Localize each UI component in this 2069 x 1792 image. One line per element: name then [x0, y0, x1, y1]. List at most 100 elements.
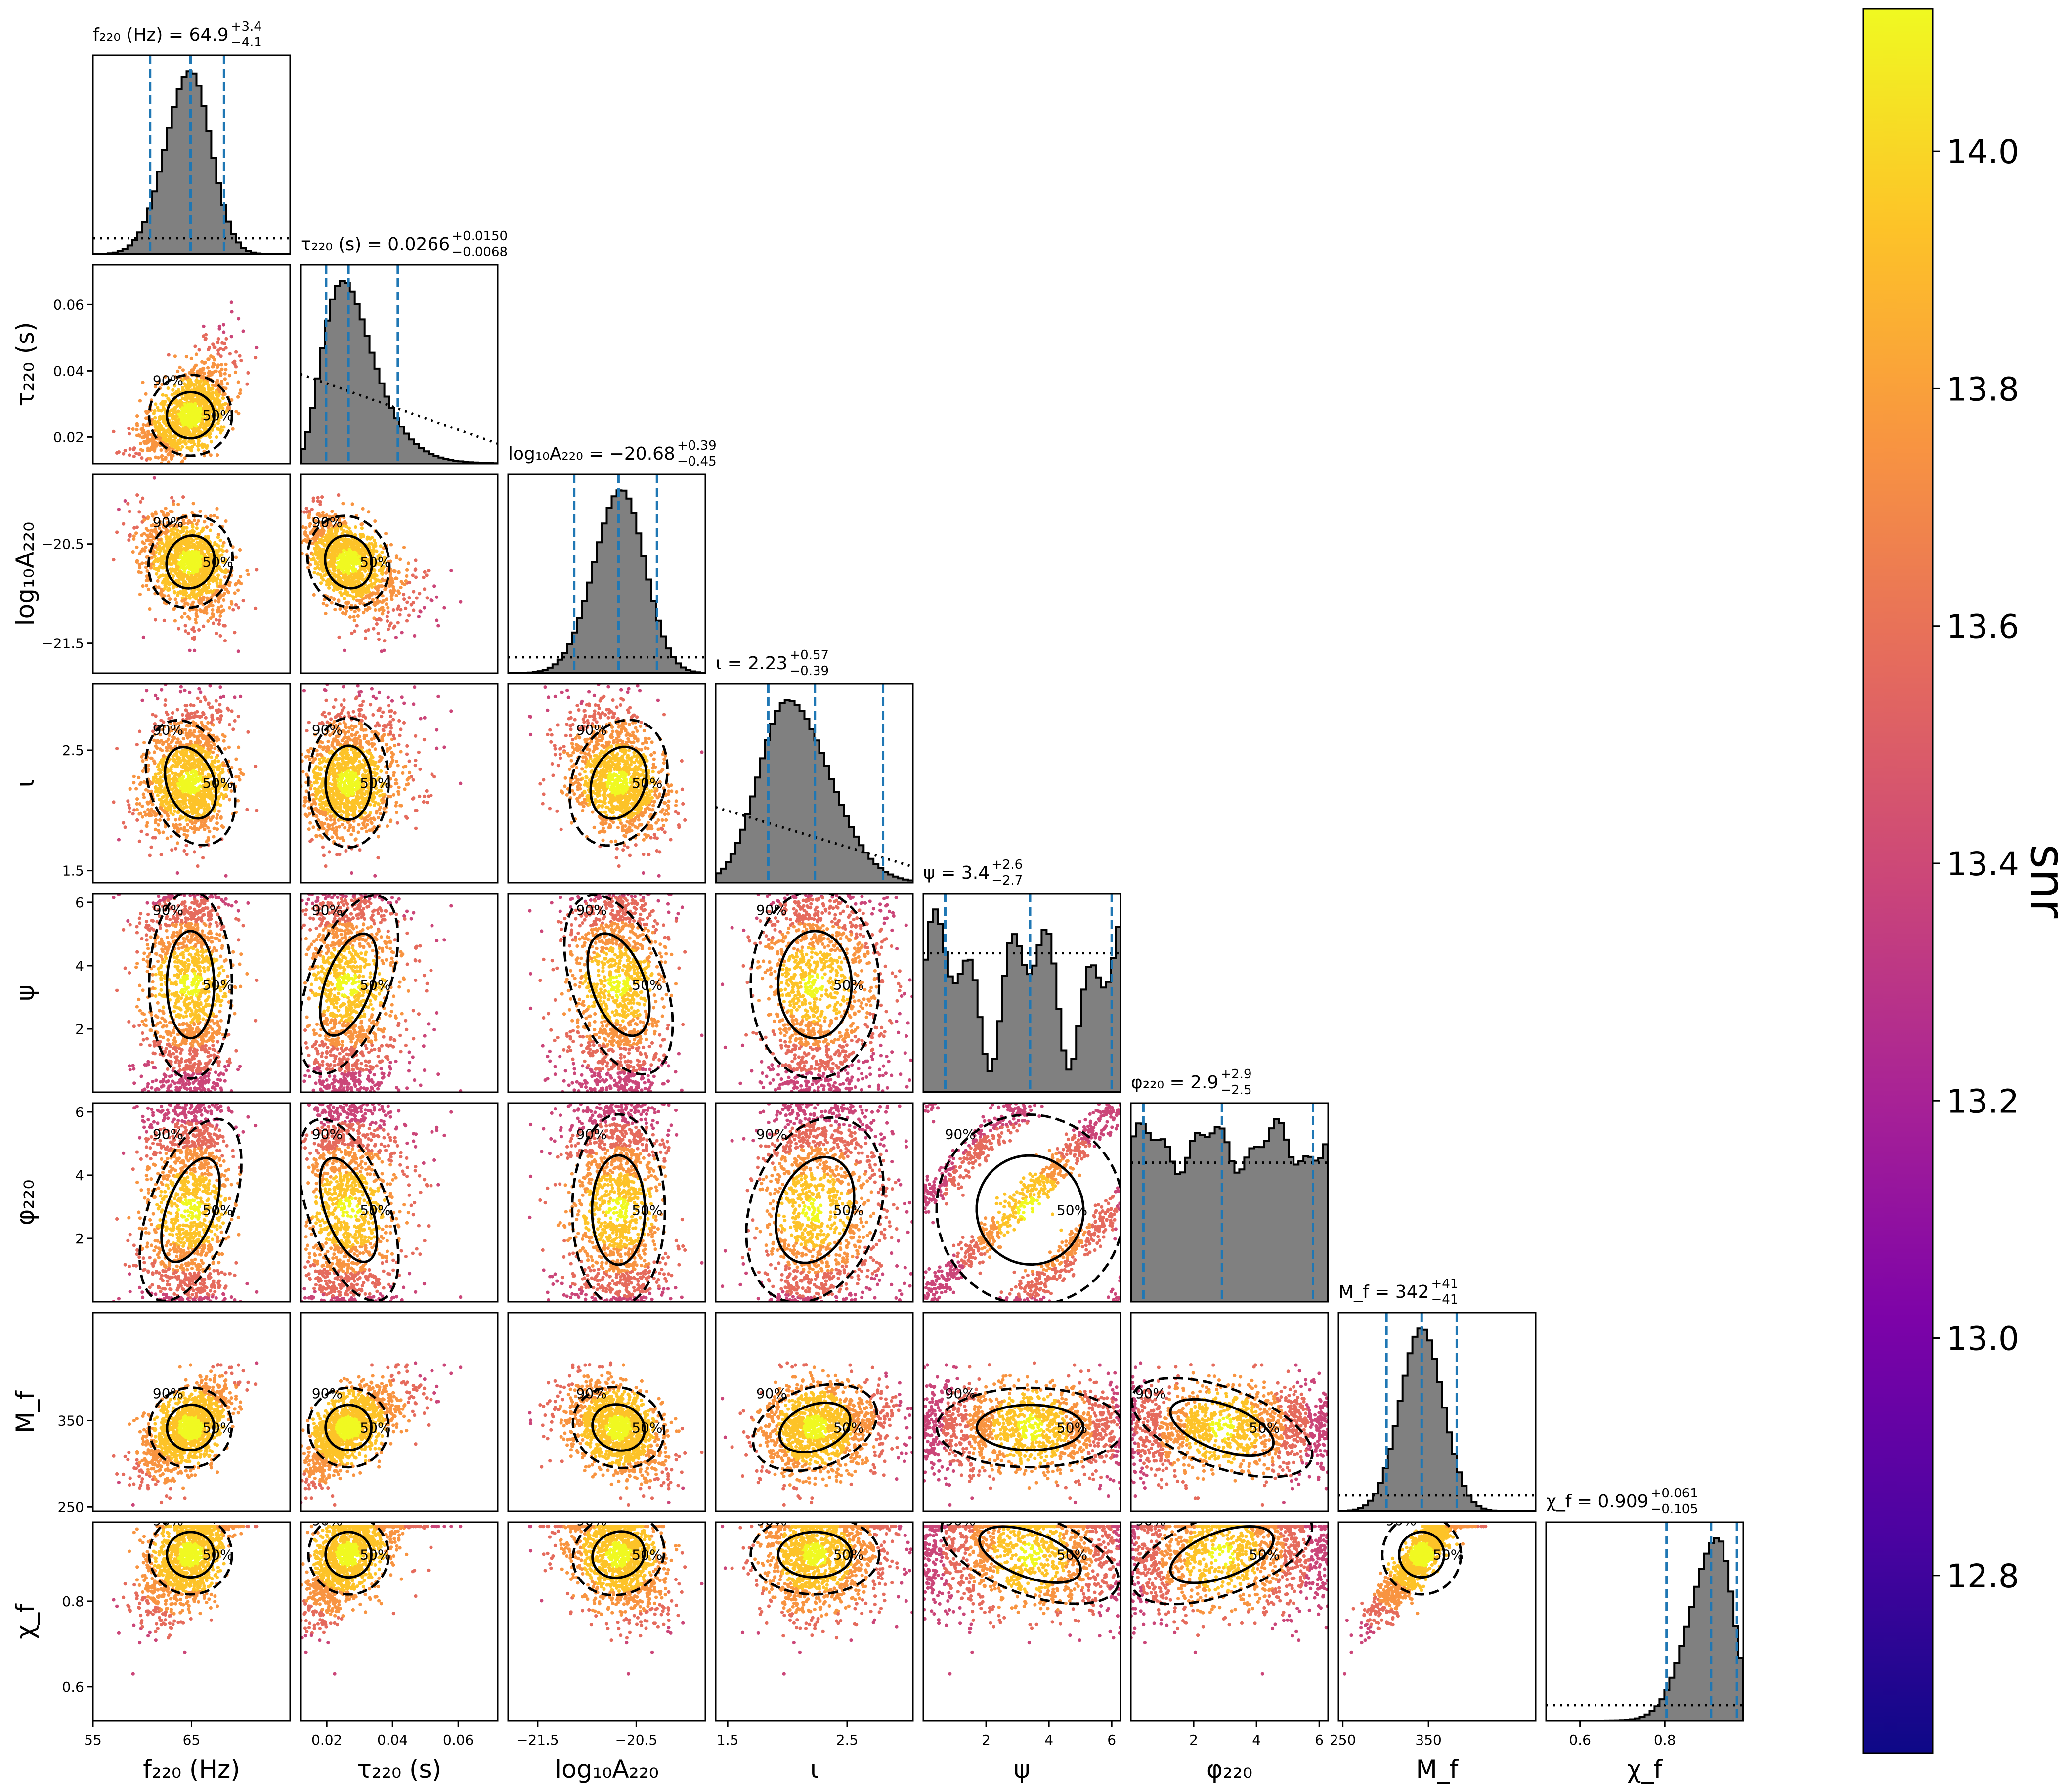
- sample-point: [396, 621, 400, 625]
- sample-point: [192, 384, 196, 387]
- sample-point: [367, 510, 371, 514]
- sample-point: [345, 605, 349, 609]
- sample-point: [206, 536, 210, 540]
- sample-point: [138, 399, 142, 403]
- sample-point: [221, 694, 225, 698]
- sample-point: [327, 528, 331, 532]
- sample-point: [215, 590, 218, 594]
- sample-point: [216, 550, 220, 554]
- sample-point: [359, 543, 363, 547]
- sample-point: [206, 826, 210, 830]
- sample-point: [345, 609, 348, 613]
- sample-point: [182, 759, 186, 763]
- sample-point: [241, 329, 245, 333]
- sample-point: [388, 579, 392, 583]
- sample-point: [152, 553, 156, 556]
- histogram-tau220: [301, 265, 498, 464]
- sample-point: [184, 709, 188, 713]
- sample-point: [195, 397, 199, 401]
- sample-point: [194, 410, 198, 414]
- sample-point: [184, 355, 188, 359]
- sample-point: [359, 567, 363, 571]
- sample-point: [154, 544, 158, 548]
- sample-point: [168, 597, 172, 601]
- sample-point: [150, 528, 154, 532]
- sample-point: [208, 418, 212, 422]
- sample-point: [210, 755, 214, 759]
- sample-point: [115, 530, 119, 534]
- contour-label-50: 50%: [360, 554, 390, 570]
- sample-point: [311, 552, 315, 556]
- sample-point: [222, 598, 226, 602]
- sample-point: [348, 575, 352, 579]
- sample-point: [198, 799, 202, 803]
- sample-point: [212, 514, 216, 518]
- sample-point: [171, 586, 175, 590]
- sample-point: [345, 537, 349, 542]
- sample-point: [366, 566, 370, 570]
- sample-point: [182, 540, 186, 544]
- sample-point: [337, 493, 341, 497]
- sample-point: [316, 550, 320, 554]
- sample-point: [184, 432, 188, 437]
- sample-point: [179, 555, 183, 558]
- sample-point: [175, 841, 179, 845]
- sample-point: [219, 431, 223, 435]
- sample-point: [208, 782, 212, 786]
- sample-point: [380, 600, 384, 604]
- sample-point: [153, 416, 157, 420]
- sample-point: [170, 455, 173, 459]
- sample-point: [227, 723, 232, 726]
- sample-point: [204, 333, 208, 337]
- sample-point: [206, 357, 210, 361]
- sample-point: [347, 548, 351, 552]
- sample-point: [153, 385, 158, 389]
- sample-point: [337, 598, 341, 602]
- sample-point: [207, 385, 211, 389]
- sample-point: [408, 580, 412, 585]
- sample-point: [372, 627, 376, 631]
- contour-50-logA-f220: [165, 534, 216, 590]
- sample-point: [212, 345, 216, 349]
- sample-point: [348, 579, 352, 583]
- sample-point: [201, 388, 205, 393]
- sample-point: [350, 545, 354, 549]
- sample-point: [162, 720, 166, 724]
- sample-point: [203, 807, 207, 811]
- sample-point: [362, 578, 366, 582]
- sample-point: [173, 436, 177, 440]
- sample-point: [179, 570, 183, 574]
- sample-point: [312, 570, 316, 575]
- sample-point: [180, 378, 184, 383]
- sample-point: [158, 798, 162, 802]
- sample-point: [352, 615, 356, 619]
- sample-point: [140, 456, 144, 460]
- sample-point: [173, 619, 177, 623]
- sample-point: [333, 518, 337, 522]
- sample-point: [219, 585, 223, 589]
- sample-point: [172, 533, 176, 537]
- sample-point: [184, 844, 188, 848]
- sample-point: [199, 699, 203, 703]
- sample-point: [317, 538, 322, 542]
- sample-point: [197, 427, 201, 431]
- sample-point: [218, 703, 222, 707]
- sample-point: [207, 387, 211, 391]
- sample-point: [204, 555, 208, 559]
- sample-point: [367, 596, 371, 600]
- sample-point: [157, 526, 161, 530]
- sample-point: [218, 370, 222, 374]
- sample-point: [183, 456, 187, 460]
- sample-point: [135, 433, 139, 437]
- sample-point: [172, 392, 176, 396]
- sample-point: [329, 523, 333, 527]
- sample-point: [151, 535, 155, 539]
- sample-point: [188, 594, 192, 597]
- sample-point: [381, 612, 385, 616]
- sample-point: [182, 419, 186, 423]
- sample-point: [199, 410, 203, 414]
- sample-point: [186, 428, 190, 432]
- sample-point: [198, 387, 203, 391]
- sample-point: [377, 608, 381, 612]
- sample-point: [168, 557, 172, 562]
